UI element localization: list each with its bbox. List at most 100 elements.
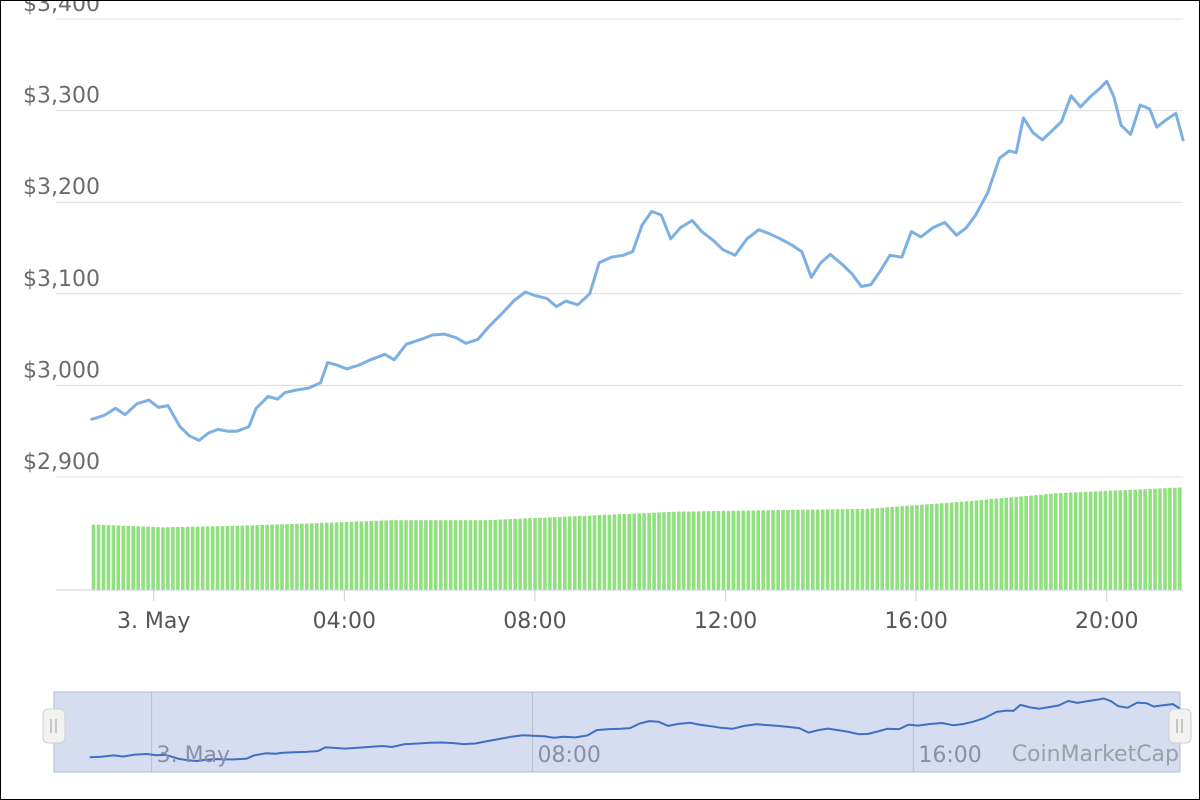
volume-bar [939, 503, 944, 590]
volume-bar [548, 517, 552, 590]
volume-bar [701, 511, 706, 590]
volume-bar [230, 525, 235, 590]
volume-bar [503, 519, 507, 590]
volume-bar [404, 520, 408, 590]
volume-bar [439, 520, 443, 590]
volume-bar [647, 512, 651, 590]
navigator-tick-label: 16:00 [918, 743, 981, 768]
volume-bar [463, 520, 468, 590]
credit-watermark: CoinMarketCap [1012, 742, 1179, 767]
volume-bar [905, 505, 909, 590]
gridlines [56, 18, 1183, 478]
volume-bar [324, 522, 329, 590]
volume-bar [1083, 491, 1088, 590]
volume-bar [478, 520, 483, 590]
volume-bar [156, 527, 160, 590]
volume-bar [761, 510, 765, 590]
volume-bar [359, 521, 364, 590]
volume-bar [1173, 487, 1177, 590]
volume-bar [920, 504, 924, 590]
volume-bar [726, 510, 731, 590]
volume-bar [389, 520, 393, 590]
volume-bar [1034, 495, 1038, 590]
volume-bar [200, 526, 205, 590]
volume-bar [587, 515, 592, 590]
volume-bar [974, 500, 979, 590]
volume-bar [136, 526, 140, 590]
navigator-tick-label: 3. May [157, 743, 230, 768]
volume-bar [205, 526, 210, 590]
volume-bar [811, 509, 815, 590]
volume-bar [969, 500, 974, 590]
volume-bar [622, 514, 627, 590]
navigator[interactable]: 3. May 08:00 16:00 CoinMarketCap [42, 691, 1192, 773]
volume-bar [369, 521, 374, 590]
volume-bar [265, 524, 269, 590]
volume-bar [855, 508, 860, 590]
volume-bar [245, 525, 250, 590]
x-tick-label: 04:00 [313, 609, 376, 634]
volume-bar [448, 520, 453, 590]
volume-bar [652, 512, 656, 590]
y-tick-label: $3,400 [23, 1, 100, 17]
volume-bar [1014, 496, 1018, 590]
volume-bar [141, 526, 145, 590]
volume-bar [176, 527, 180, 590]
navigator-right-handle[interactable] [1168, 708, 1192, 744]
volume-bar [126, 525, 131, 590]
volume-bar [1158, 488, 1162, 590]
volume-bar [731, 510, 736, 590]
volume-bar [915, 505, 919, 590]
volume-bar [910, 505, 914, 590]
volume-bar [195, 526, 200, 590]
volume-bar [1059, 493, 1063, 590]
navigator-left-handle[interactable] [42, 708, 66, 744]
volume-bar [1118, 490, 1123, 590]
volume-bar [711, 511, 716, 590]
volume-bar [1039, 494, 1043, 590]
volume-bar [171, 527, 175, 590]
volume-bar [567, 516, 572, 590]
volume-bar [409, 520, 413, 590]
volume-bar [1153, 488, 1157, 590]
volume-bar [572, 516, 577, 590]
volume-bar [553, 517, 557, 590]
volume-bar [672, 511, 676, 590]
volume-bar [513, 518, 517, 590]
volume-bar [1108, 490, 1113, 590]
volume-bar [468, 520, 473, 590]
volume-bar [1098, 491, 1103, 590]
volume-bar [295, 523, 299, 590]
volume-bar [538, 517, 542, 590]
volume-bar [1078, 492, 1083, 590]
volume-bar [508, 519, 512, 590]
volume-bar [151, 526, 155, 590]
volume-bar [339, 522, 344, 590]
volume-bar [518, 518, 522, 590]
volume-bar [979, 500, 984, 590]
volume-bar [310, 523, 314, 590]
volume-bar [776, 510, 780, 590]
volume-bar [682, 511, 686, 590]
volume-bar [1068, 492, 1073, 590]
volume-bar [285, 524, 289, 590]
volume-bar [657, 512, 661, 590]
volume-bar [706, 511, 711, 590]
volume-bar [305, 523, 309, 590]
navigator-tick-label: 08:00 [537, 743, 600, 768]
volume-bars [91, 487, 1182, 590]
volume-bar [473, 520, 478, 590]
volume-bar [270, 524, 274, 590]
volume-bar [280, 524, 284, 590]
volume-bar [930, 504, 934, 590]
volume-bar [1113, 490, 1118, 590]
volume-bar [597, 515, 602, 590]
volume-bar [815, 509, 820, 590]
x-axis-labels: 3. May 04:00 08:00 12:00 16:00 20:00 [117, 590, 1138, 634]
volume-bar [766, 510, 770, 590]
volume-bar [895, 506, 899, 590]
volume-bar [736, 510, 741, 590]
volume-bar [1143, 489, 1147, 590]
